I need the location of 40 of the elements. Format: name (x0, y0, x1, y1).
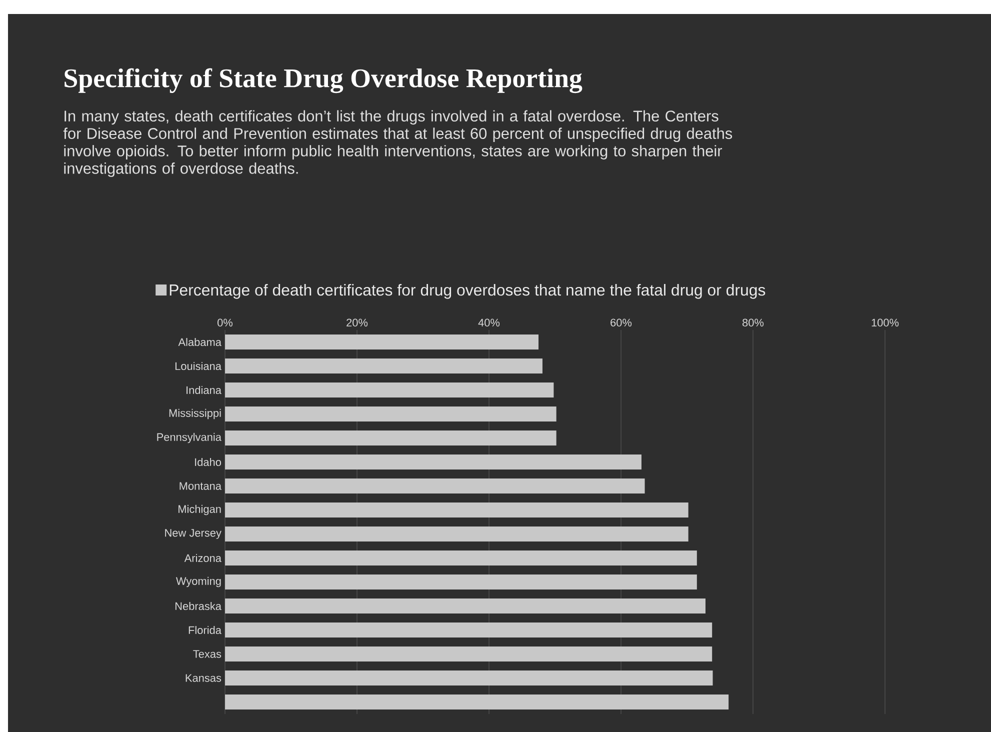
y-tick-label: Michigan (178, 504, 221, 516)
bar (225, 670, 713, 686)
y-tick-label: Florida (188, 626, 222, 634)
x-tick-label: 60% (610, 318, 632, 326)
y-tick-label: Wyoming (176, 576, 221, 588)
bar (225, 334, 539, 350)
y-tick-label: Kansas (186, 674, 222, 682)
bar (225, 598, 706, 614)
bar (225, 454, 642, 470)
bar (225, 622, 712, 638)
y-tick-label: Montana (180, 482, 222, 490)
bar (225, 358, 542, 374)
bar (225, 694, 729, 710)
y-tick-label: Nebraska (175, 602, 222, 610)
x-tick-label: 100% (872, 318, 899, 326)
chart-subtitle: In many states, death certificates don’t list the drugs involved in a fatal overdose. The Centers for Disease Control and Prevention estimates that at least 60 percent of unspecified drug deaths involve opioids. To better inform public health interventions, states are working to sharpen their investigations of overdose deaths. (63, 110, 732, 177)
bar (225, 574, 697, 590)
x-tick-label: 20% (346, 318, 368, 326)
y-tick-label: New Jersey (165, 529, 222, 539)
x-tick-label: 0% (218, 318, 233, 326)
bar (225, 502, 688, 518)
bar (225, 550, 697, 566)
y-tick-label: Indiana (186, 386, 222, 394)
y-tick-label: Pennsylvania (157, 432, 222, 444)
y-tick-label: Louisiana (175, 362, 222, 370)
bar (225, 430, 556, 446)
bar (225, 406, 556, 422)
bar (225, 646, 712, 662)
y-tick-label: Idaho (195, 458, 222, 466)
y-tick-label: Alabama (178, 338, 222, 346)
bar (225, 526, 688, 542)
bar (225, 478, 645, 494)
x-tick-label: 80% (742, 318, 764, 326)
y-tick-label: Arizona (184, 554, 222, 562)
y-tick-label: Texas (193, 650, 222, 658)
y-tick-label: Mississippi (169, 408, 221, 420)
x-tick-label: 40% (478, 318, 500, 326)
chart-title: Specificity of State Drug Overdose Reporting (64, 68, 582, 94)
legend-label: Percentage of death certificates for drug overdoses that name the fatal drug or drugs (170, 284, 766, 299)
bar (225, 382, 554, 398)
